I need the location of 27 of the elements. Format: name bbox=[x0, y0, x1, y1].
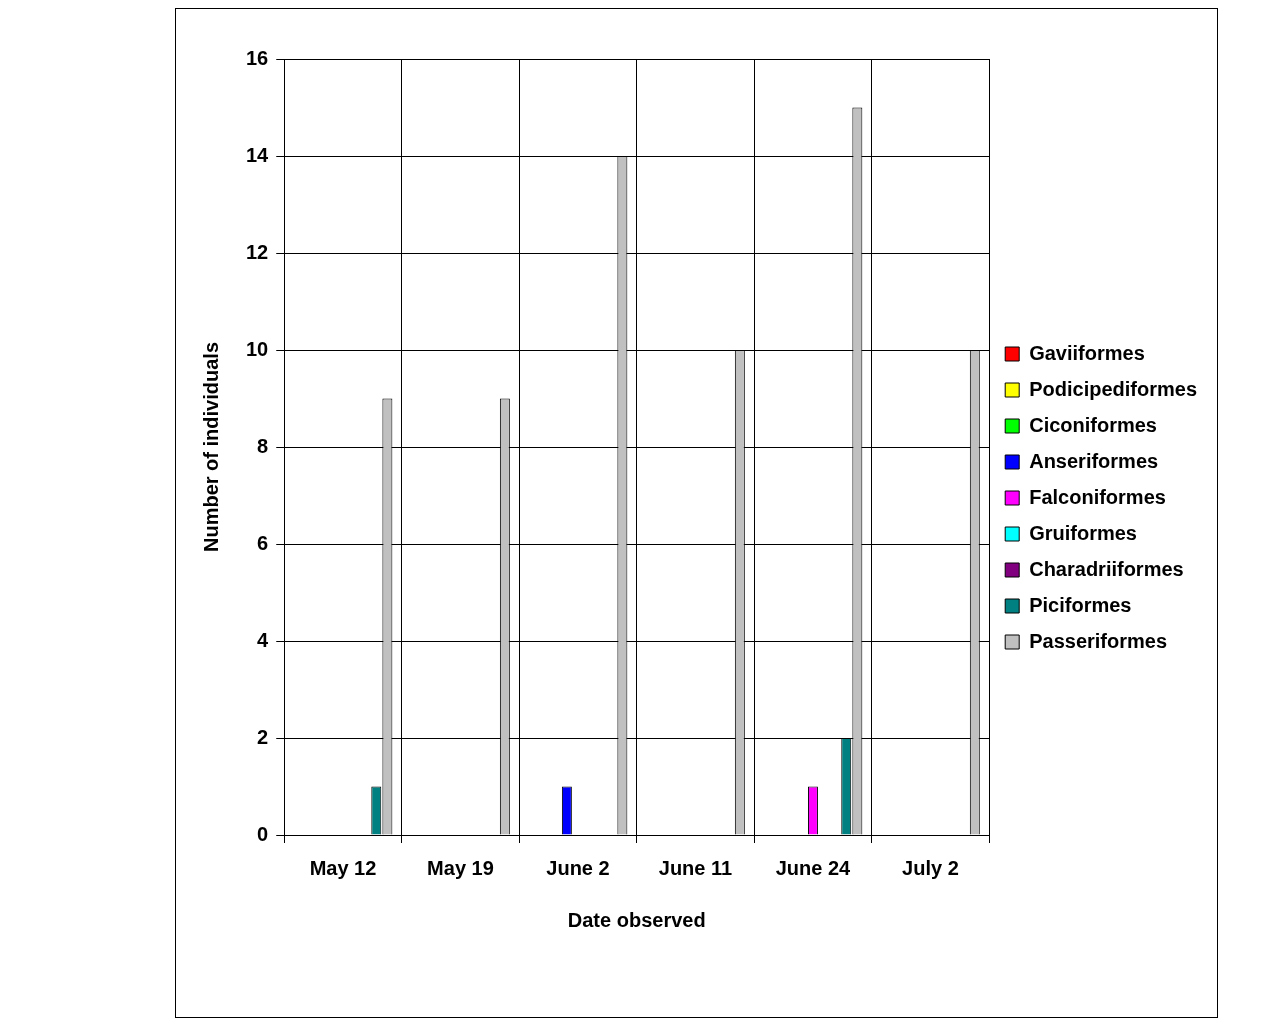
legend-label: Gaviiformes bbox=[1029, 341, 1145, 364]
y-tick-label: 10 bbox=[246, 337, 269, 360]
legend-label: Anseriformes bbox=[1029, 449, 1159, 472]
chart-frame: Date observed Number of individuals Gaviiformes Podicipediformes Ciconiformes Anseriformes Falconiformes Gruiformes Charadriiformes Piciformes Passeriformes May 12 May 19 June 2 June 11 June 24 July 2 0 2 4 6 8 10 12 14 16 bbox=[175, 8, 1218, 1018]
y-tick-label: 8 bbox=[257, 434, 269, 457]
x-tick-label: June 24 bbox=[775, 856, 852, 879]
y-tick-label: 0 bbox=[257, 822, 269, 845]
y-tick-label: 14 bbox=[246, 143, 270, 166]
x-tick-label: June 2 bbox=[546, 856, 610, 879]
legend-label: Falconiformes bbox=[1029, 485, 1166, 508]
x-axis-title: Date observed bbox=[567, 908, 706, 931]
legend-label: Ciconiformes bbox=[1029, 413, 1157, 436]
x-tick-label: May 12 bbox=[309, 856, 377, 879]
x-tick-label: May 19 bbox=[427, 856, 494, 879]
legend-label: Podicipediformes bbox=[1029, 377, 1197, 400]
x-tick-label: June 11 bbox=[658, 856, 733, 879]
x-tick-label: July 2 bbox=[902, 856, 959, 879]
legend-label: Charadriiformes bbox=[1029, 557, 1184, 580]
y-axis-title: Number of individuals bbox=[199, 341, 222, 553]
y-tick-label: 16 bbox=[246, 46, 269, 69]
legend-label: Gruiformes bbox=[1029, 521, 1137, 544]
y-tick-label: 4 bbox=[257, 628, 270, 651]
legend-label: Piciformes bbox=[1029, 593, 1132, 616]
legend-label: Passeriformes bbox=[1029, 629, 1168, 652]
y-tick-label: 2 bbox=[257, 725, 269, 748]
y-tick-label: 6 bbox=[257, 531, 269, 554]
y-tick-label: 12 bbox=[246, 240, 269, 263]
